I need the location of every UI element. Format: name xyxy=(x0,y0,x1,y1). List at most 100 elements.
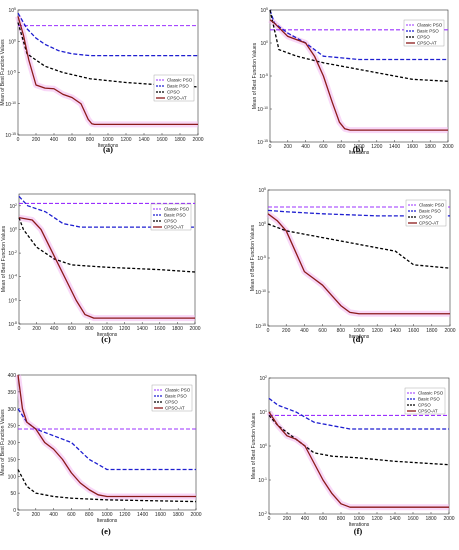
x-tick-label: 1200 xyxy=(120,137,131,143)
chart-panel-d: 0 200 400 600 800 1000 1200 1400 1600 1800 2000105… xyxy=(250,187,456,344)
chart-panel-a: 0 200 400 600 800 1000 1200 1400 1600 1800 2000105… xyxy=(0,7,204,154)
y-tick-label: 300 xyxy=(8,407,17,413)
y-tick-label: 10-15 xyxy=(5,132,16,139)
x-tick-label: 600 xyxy=(319,516,328,522)
x-tick-label: 1600 xyxy=(407,516,418,522)
legend-entry: CPSO-AT xyxy=(167,96,187,101)
x-tick-label: 0 xyxy=(18,326,21,332)
x-tick-label: 400 xyxy=(301,516,310,522)
x-tick-label: 1000 xyxy=(353,328,364,334)
y-tick-label: 100 xyxy=(8,474,17,480)
legend-box xyxy=(403,19,445,47)
x-tick-label: 1000 xyxy=(353,516,364,522)
x-axis-label: Iterations xyxy=(97,332,118,338)
y-tick-label: 10-10 xyxy=(5,101,16,108)
x-tick-label: 600 xyxy=(68,137,77,143)
x-tick-label: 1400 xyxy=(389,144,400,150)
series-line-cpso xyxy=(17,469,197,503)
x-tick-label: 2000 xyxy=(192,137,203,143)
legend-entry: CPSO-AT xyxy=(164,225,184,230)
chart-panel-f: 0 200 400 600 800 1000 1200 1400 1600 1800 2000102… xyxy=(251,375,455,536)
y-tick-exponent: 1 xyxy=(265,409,267,413)
x-tick-label: 400 xyxy=(301,144,310,150)
legend-box xyxy=(151,384,193,412)
series-line-basic-pso xyxy=(268,397,449,430)
y-tick-label: 100 xyxy=(259,443,267,450)
x-tick-label: 1000 xyxy=(101,326,112,332)
y-tick-label: 100 xyxy=(260,40,268,47)
panel-label: (d) xyxy=(353,334,364,344)
series-line-cpso-at xyxy=(17,16,198,126)
x-tick-label: 600 xyxy=(67,512,76,518)
y-tick-exponent: 0 xyxy=(15,226,17,230)
x-tick-label: 2000 xyxy=(189,326,200,332)
legend-entry: CPSO xyxy=(167,90,180,95)
y-tick-label: 105 xyxy=(8,7,16,14)
x-axis-label: Iterations xyxy=(97,518,118,524)
x-tick-label: 2000 xyxy=(444,328,455,334)
legend-entry: CPSO-AT xyxy=(417,41,437,46)
x-tick-label: 400 xyxy=(300,328,309,334)
x-tick-label: 1800 xyxy=(172,326,183,332)
y-tick-exponent: 0 xyxy=(266,40,268,44)
x-tick-label: 1200 xyxy=(119,326,130,332)
y-tick-exponent: -10 xyxy=(11,101,16,105)
series-line-cpso-at xyxy=(18,216,195,319)
y-axis-label: Mean of Best Function Values xyxy=(251,412,257,479)
y-tick-exponent: -5 xyxy=(13,70,16,74)
x-tick-label: 200 xyxy=(32,326,41,332)
x-tick-label: 0 xyxy=(17,512,20,518)
x-tick-label: 1200 xyxy=(371,516,382,522)
series-line-basic-pso xyxy=(18,195,195,228)
x-tick-label: 1800 xyxy=(425,516,436,522)
y-tick-label: 50 xyxy=(10,491,16,497)
legend-entry: CPSO-AT xyxy=(165,406,185,411)
y-tick-exponent: -5 xyxy=(265,73,268,77)
chart-panel-c: 0 200 400 600 800 1000 1200 1400 1600 1800 2000102… xyxy=(1,193,201,344)
x-tick-label: 800 xyxy=(85,326,94,332)
x-tick-label: 600 xyxy=(319,144,328,150)
x-tick-label: 200 xyxy=(284,144,293,150)
chart-panel-b: 0 200 400 600 800 1000 1200 1400 1600 1800 2000105… xyxy=(252,7,454,156)
y-tick-exponent: -5 xyxy=(263,255,266,259)
y-axis-label: Mean of Best Function Values xyxy=(252,42,258,109)
x-tick-label: 200 xyxy=(32,137,41,143)
series-line-basic-pso xyxy=(267,209,450,217)
legend-entry: CPSO xyxy=(165,400,178,405)
x-tick-label: 800 xyxy=(337,516,346,522)
x-tick-label: 200 xyxy=(283,516,292,522)
y-tick-label: 105 xyxy=(258,187,266,194)
x-tick-label: 1600 xyxy=(154,326,165,332)
legend-entry: CPSO xyxy=(164,219,177,224)
legend-box xyxy=(153,74,195,102)
panel-label: (f) xyxy=(354,526,363,536)
y-tick-label: 10-6 xyxy=(8,297,17,304)
y-tick-label: 350 xyxy=(8,390,17,396)
series-line-cpso-at xyxy=(267,213,450,315)
panel-label: (c) xyxy=(101,334,111,344)
y-tick-exponent: -15 xyxy=(263,139,268,143)
x-axis-label: Iterations xyxy=(349,150,370,156)
x-tick-label: 400 xyxy=(49,512,58,518)
x-tick-label: 200 xyxy=(32,512,41,518)
y-tick-exponent: 5 xyxy=(264,187,266,191)
x-tick-label: 1000 xyxy=(101,512,112,518)
legend-entry: Basic PSO xyxy=(418,397,440,402)
y-tick-label: 10-10 xyxy=(255,289,266,296)
y-tick-label: 10-2 xyxy=(258,511,267,518)
y-tick-exponent: -15 xyxy=(261,323,266,327)
legend-entry: Basic PSO xyxy=(164,213,186,218)
x-tick-label: 2000 xyxy=(443,516,454,522)
x-tick-label: 600 xyxy=(68,326,77,332)
x-tick-label: 1800 xyxy=(425,144,436,150)
x-tick-label: 800 xyxy=(337,144,346,150)
x-tick-label: 1400 xyxy=(390,328,401,334)
y-tick-label: 10-10 xyxy=(257,106,268,113)
legend-entry: CPSO-AT xyxy=(418,409,438,414)
y-tick-label: 10-15 xyxy=(257,139,268,146)
series-line-cpso-at xyxy=(269,19,448,131)
